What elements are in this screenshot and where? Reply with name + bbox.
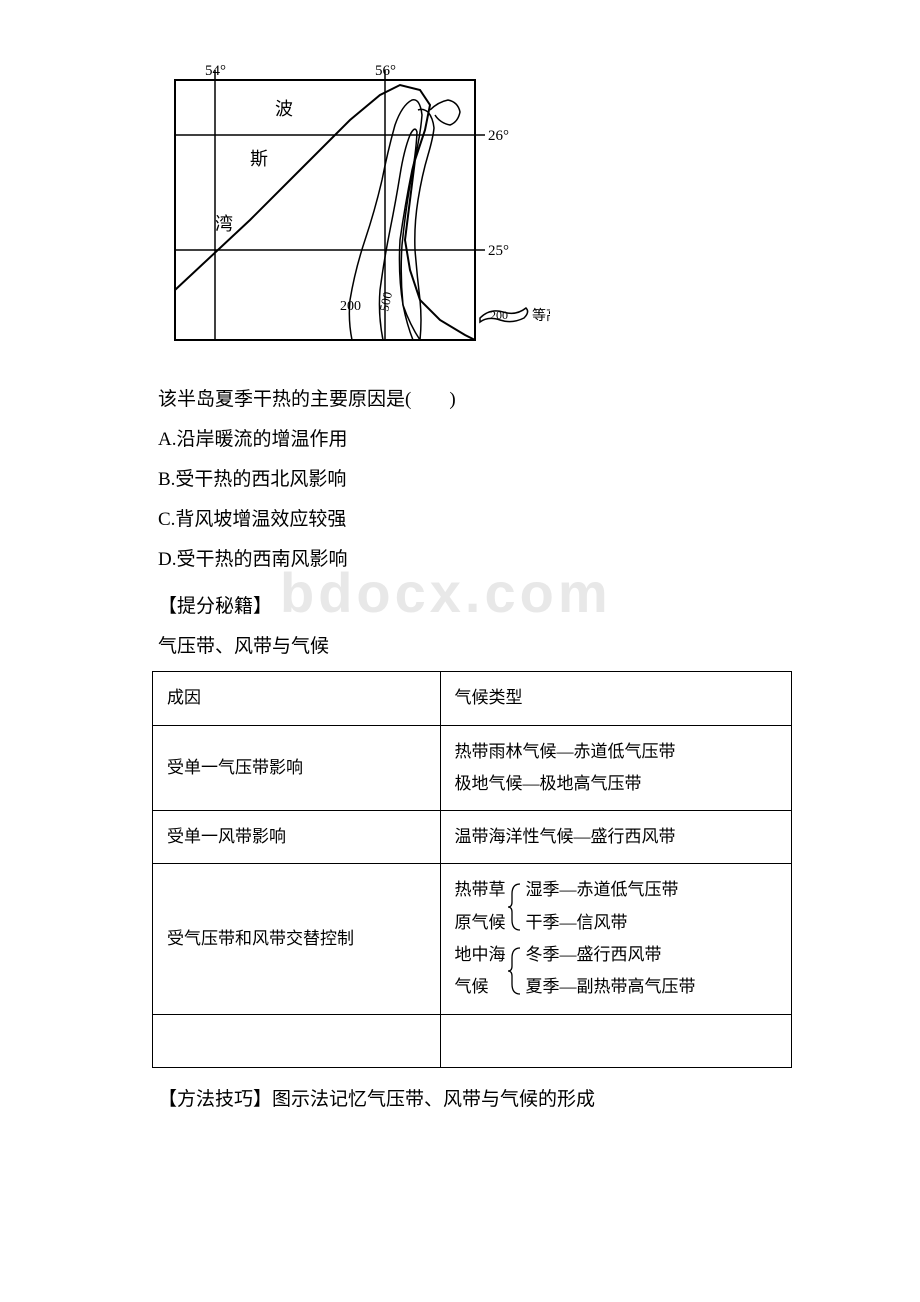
table-cell-cause-2: 受单一风带影响 bbox=[153, 811, 441, 864]
question-stem: 该半岛夏季干热的主要原因是( ) bbox=[120, 380, 800, 420]
bracket-label-line: 地中海 bbox=[455, 939, 506, 971]
option-c: C.背风坡增温效应较强 bbox=[120, 500, 800, 540]
map-svg: 54° 56° 26° 25° 波 斯 湾 200 500 200 等 bbox=[120, 60, 550, 360]
result-line: 温带海洋性气候—盛行西风带 bbox=[455, 821, 777, 853]
contour-200-label: 200 bbox=[340, 299, 361, 314]
legend-contour-value: 200 bbox=[490, 308, 508, 322]
bracket-items-1: 湿季—赤道低气压带 干季—信风带 bbox=[524, 874, 679, 939]
tips-heading: 【提分秘籍】 bbox=[120, 587, 800, 627]
contour-500-label: 500 bbox=[376, 290, 395, 312]
table-header-cause: 成因 bbox=[153, 672, 441, 725]
bracket-label-1: 热带草 原气候 bbox=[455, 874, 508, 939]
result-line: 热带雨林气候—赤道低气压带 bbox=[455, 736, 777, 768]
bracket-group-2: 地中海 气候 冬季—盛行西风带 夏季—副热带高气压带 bbox=[455, 939, 777, 1004]
table-cell-type-1: 热带雨林气候—赤道低气压带 极地气候—极地高气压带 bbox=[440, 725, 791, 811]
table-cell-cause-3: 受气压带和风带交替控制 bbox=[153, 864, 441, 1014]
latitude-label-1: 26° bbox=[488, 128, 509, 144]
bracket-label-2: 地中海 气候 bbox=[455, 939, 508, 1004]
table-cell-cause-1: 受单一气压带影响 bbox=[153, 725, 441, 811]
table-cell-empty bbox=[153, 1014, 441, 1067]
legend-label: 等高线/m bbox=[532, 307, 550, 324]
method-heading: 【方法技巧】图示法记忆气压带、风带与气候的形成 bbox=[120, 1080, 800, 1120]
table-cell-type-3: 热带草 原气候 湿季—赤道低气压带 干季—信风带 地中海 气候 bbox=[440, 864, 791, 1014]
bracket-group-1: 热带草 原气候 湿季—赤道低气压带 干季—信风带 bbox=[455, 874, 777, 939]
result-line: 极地气候—极地高气压带 bbox=[455, 768, 777, 800]
table-row: 受单一气压带影响 热带雨林气候—赤道低气压带 极地气候—极地高气压带 bbox=[153, 725, 792, 811]
table-header-type: 气候类型 bbox=[440, 672, 791, 725]
bracket-item: 冬季—盛行西风带 bbox=[526, 939, 696, 971]
answer-options: A.沿岸暖流的增温作用 B.受干热的西北风影响 C.背风坡增温效应较强 D.受干… bbox=[120, 420, 800, 580]
bracket-item: 干季—信风带 bbox=[526, 907, 679, 939]
gulf-label-3: 湾 bbox=[215, 214, 233, 234]
climate-table: 成因 气候类型 受单一气压带影响 热带雨林气候—赤道低气压带 极地气候—极地高气… bbox=[152, 671, 792, 1068]
page-content: 54° 56° 26° 25° 波 斯 湾 200 500 200 等 bbox=[120, 60, 800, 1120]
table-row: 受单一风带影响 温带海洋性气候—盛行西风带 bbox=[153, 811, 792, 864]
table-cell-empty bbox=[440, 1014, 791, 1067]
bracket-label-line: 气候 bbox=[455, 971, 506, 1003]
bracket-icon bbox=[508, 946, 524, 996]
bracket-items-2: 冬季—盛行西风带 夏季—副热带高气压带 bbox=[524, 939, 696, 1004]
longitude-label-2: 56° bbox=[375, 63, 396, 79]
gulf-label-1: 波 bbox=[275, 99, 293, 119]
map-figure: 54° 56° 26° 25° 波 斯 湾 200 500 200 等 bbox=[120, 60, 550, 360]
option-b: B.受干热的西北风影响 bbox=[120, 460, 800, 500]
option-a: A.沿岸暖流的增温作用 bbox=[120, 420, 800, 460]
gulf-label-2: 斯 bbox=[250, 149, 268, 169]
table-row-empty bbox=[153, 1014, 792, 1067]
table-row: 受气压带和风带交替控制 热带草 原气候 湿季—赤道低气压带 干季—信风带 bbox=[153, 864, 792, 1014]
longitude-label-1: 54° bbox=[205, 63, 226, 79]
table-cell-type-2: 温带海洋性气候—盛行西风带 bbox=[440, 811, 791, 864]
latitude-label-2: 25° bbox=[488, 243, 509, 259]
bracket-label-line: 热带草 bbox=[455, 874, 506, 906]
bracket-label-line: 原气候 bbox=[455, 907, 506, 939]
table-header-row: 成因 气候类型 bbox=[153, 672, 792, 725]
bracket-icon bbox=[508, 882, 524, 932]
tips-subheading: 气压带、风带与气候 bbox=[120, 627, 800, 667]
bracket-item: 夏季—副热带高气压带 bbox=[526, 971, 696, 1003]
option-d: D.受干热的西南风影响 bbox=[120, 540, 800, 580]
bracket-item: 湿季—赤道低气压带 bbox=[526, 874, 679, 906]
